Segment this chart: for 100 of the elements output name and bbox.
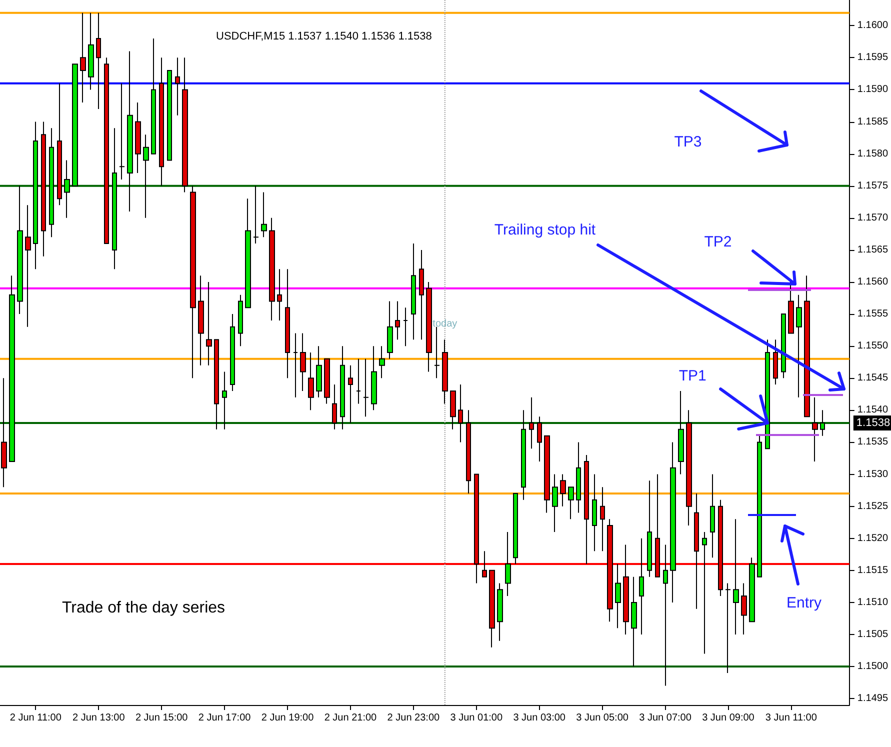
candlestick xyxy=(796,294,802,398)
candlestick xyxy=(725,582,731,674)
y-tick-label: 1.1570 xyxy=(857,212,888,224)
candlestick xyxy=(442,339,448,404)
candlestick xyxy=(497,582,503,642)
candlestick xyxy=(718,499,723,597)
candlestick xyxy=(371,346,377,411)
y-tick-label: 1.1575 xyxy=(857,180,888,192)
candlestick xyxy=(285,268,290,379)
candlestick xyxy=(552,474,558,532)
candlestick xyxy=(175,57,180,116)
candlestick xyxy=(33,121,38,270)
candlestick xyxy=(159,57,164,186)
y-tick-label: 1.1500 xyxy=(857,661,888,672)
y-tick-label: 1.1590 xyxy=(857,84,888,96)
y-tick-label: 1.1510 xyxy=(857,596,888,608)
candlestick xyxy=(607,518,613,622)
annotation: Entry xyxy=(786,594,822,612)
candlestick xyxy=(245,198,251,308)
candlestick xyxy=(230,314,235,392)
candlestick xyxy=(639,538,644,635)
candlestick xyxy=(238,294,243,347)
candlestick xyxy=(324,358,330,404)
candlestick xyxy=(623,544,629,635)
y-tick-label: 1.1600 xyxy=(857,20,888,32)
candlestick xyxy=(190,185,196,379)
candlestick xyxy=(513,493,518,564)
candlestick xyxy=(781,314,786,379)
candlestick xyxy=(340,346,345,430)
candlestick xyxy=(356,358,361,404)
x-tick-label: 3 Jun 09:00 xyxy=(702,712,755,724)
x-tick-label: 2 Jun 11:00 xyxy=(10,712,62,724)
x-tick-label: 2 Jun 15:00 xyxy=(135,712,188,724)
candlestick xyxy=(151,38,156,154)
y-tick-label: 1.1525 xyxy=(857,500,888,512)
candlestick xyxy=(710,474,715,558)
candlestick xyxy=(757,435,762,578)
y-tick-label: 1.1505 xyxy=(857,629,888,640)
candlestick xyxy=(261,192,267,238)
y-tick-label: 1.1520 xyxy=(857,532,888,544)
candlestick xyxy=(119,82,125,180)
x-tick-label: 3 Jun 03:00 xyxy=(513,712,566,724)
y-tick-label: 1.1585 xyxy=(857,116,888,128)
candlestick xyxy=(253,185,259,244)
candlestick xyxy=(592,474,597,552)
candlestick xyxy=(403,307,408,347)
candlestick xyxy=(64,160,70,218)
candlestick xyxy=(206,282,212,366)
candlestick xyxy=(395,300,400,340)
candlestick xyxy=(584,454,589,564)
candlestick xyxy=(678,390,684,475)
y-tick-label: 1.1535 xyxy=(857,436,888,448)
candlestick xyxy=(812,396,818,462)
candlestick xyxy=(222,371,227,430)
y-tick-label: 1.1560 xyxy=(857,276,888,288)
y-tick-label: 1.1515 xyxy=(857,564,888,576)
text: USDCHF,M15 1.1537 1.1540 1.1536 1.1538 xyxy=(216,30,432,42)
y-tick-label: 1.1565 xyxy=(857,244,888,256)
candlestick xyxy=(765,339,770,450)
x-tick-label: 3 Jun 01:00 xyxy=(450,712,503,724)
candlestick xyxy=(104,57,109,244)
x-tick-label: 3 Jun 07:00 xyxy=(639,712,692,724)
annotation: Trailing stop hit xyxy=(494,222,596,238)
y-tick-label: 1.1530 xyxy=(857,468,888,480)
y-tick-label: 1.1495 xyxy=(857,693,888,704)
candlestick xyxy=(269,217,275,321)
candlestick xyxy=(450,390,456,430)
x-tick-label: 3 Jun 11:00 xyxy=(765,712,818,724)
candlestick xyxy=(419,249,424,340)
candlestick xyxy=(576,442,581,514)
y-tick-label: 1.1550 xyxy=(857,340,888,352)
annotation: Trade of the day series xyxy=(62,600,226,616)
candlestick xyxy=(489,570,495,648)
candlestick xyxy=(544,435,550,514)
candlestick xyxy=(521,410,526,500)
candlestick xyxy=(182,57,188,193)
x-tick-label: 2 Jun 21:00 xyxy=(324,712,378,724)
candlestick xyxy=(49,128,54,238)
x-tick-label: 2 Jun 17:00 xyxy=(198,712,252,724)
candlestick xyxy=(17,185,23,315)
candlestick xyxy=(198,275,204,366)
candlestick xyxy=(96,12,101,110)
candlestick xyxy=(733,518,739,635)
candlestick xyxy=(80,12,86,104)
candlestick xyxy=(568,486,574,520)
candlestick xyxy=(332,384,337,430)
candlestick xyxy=(670,442,676,603)
candlestick xyxy=(300,332,306,392)
candlestick xyxy=(529,396,534,450)
x-tick-label: 2 Jun 13:00 xyxy=(72,712,126,724)
candlestick xyxy=(387,300,393,360)
candlestick xyxy=(363,358,369,418)
candlestick xyxy=(474,474,479,584)
y-tick-label: 1.1545 xyxy=(857,372,888,384)
x-tick-label: 3 Jun 05:00 xyxy=(576,712,629,724)
candlestick xyxy=(804,275,810,418)
candlestick xyxy=(293,332,298,398)
y-tick-label: 1.1540 xyxy=(857,404,888,416)
candlestick xyxy=(663,544,668,686)
candlestick xyxy=(686,410,692,526)
